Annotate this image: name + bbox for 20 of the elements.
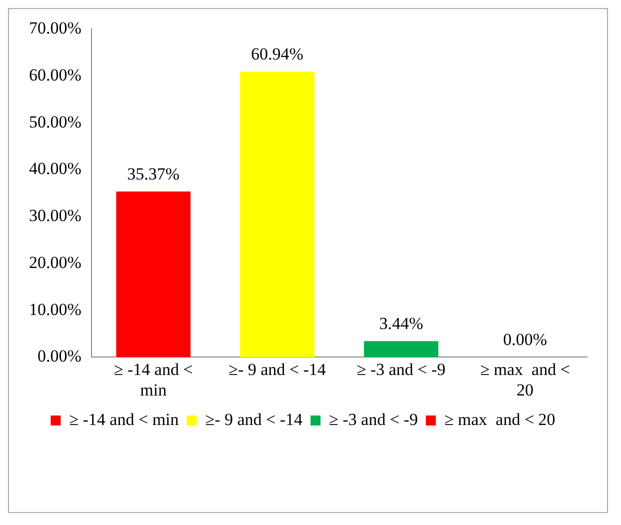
- data-label: 60.94%: [251, 44, 304, 64]
- x-tick-label: ≥ -3 and < -9: [356, 360, 446, 379]
- legend-label: ≥- 9 and < -14: [205, 410, 304, 429]
- y-tick-label: 60.00%: [28, 66, 82, 85]
- data-label: 3.44%: [379, 314, 424, 334]
- y-tick-label: 30.00%: [28, 206, 82, 226]
- legend-label: ≥ max and < 20: [444, 410, 556, 429]
- y-tick-label: 20.00%: [28, 252, 82, 272]
- x-tick-label: ≥ -14 and < min: [114, 360, 193, 400]
- y-tick-label: 10.00%: [28, 300, 82, 319]
- data-label: 0.00%: [503, 330, 548, 350]
- x-tick-label: ≥- 9 and < -14: [228, 360, 326, 379]
- y-tick-label: 0.00%: [37, 346, 82, 366]
- y-tick-label: 40.00%: [28, 159, 82, 178]
- legend-label: ≥ -3 and < -9: [329, 410, 418, 429]
- y-tick-label: 50.00%: [28, 112, 82, 132]
- y-tick-label: 70.00%: [28, 18, 82, 38]
- data-label: 35.37%: [127, 164, 180, 184]
- legend-label: ≥ -14 and < min: [69, 410, 180, 429]
- x-tick-label: ≥ max and < 20: [480, 360, 570, 400]
